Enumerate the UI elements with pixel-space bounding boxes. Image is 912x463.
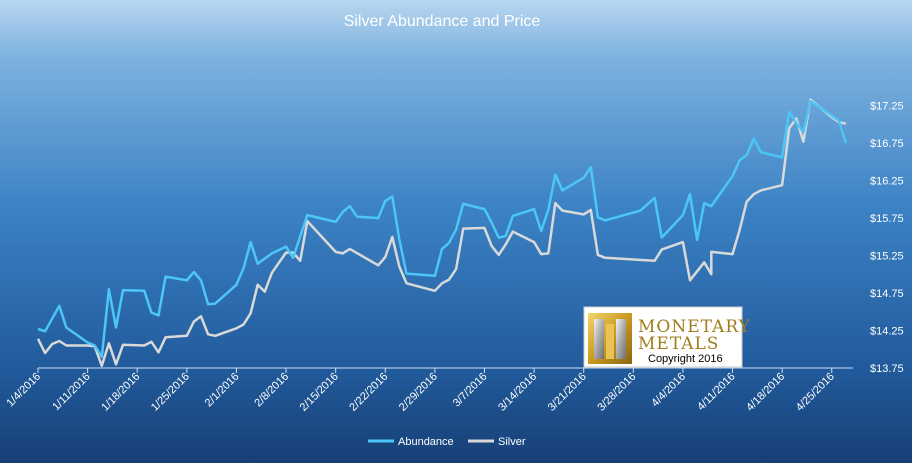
y-tick-label: $13.75 <box>870 363 904 375</box>
logo-emblem <box>588 313 632 364</box>
gold-pillar-icon <box>606 324 614 359</box>
series-layer <box>36 98 848 368</box>
y-axis: $13.75 $14.25 $14.75 $15.25 $15.75 $16.25 $16.… <box>870 101 904 375</box>
y-tick-label: $16.25 <box>870 176 904 188</box>
y-tick-label: $15.25 <box>870 251 904 263</box>
silver-pillar-icon <box>594 319 604 359</box>
series-line-abundance <box>37 99 848 359</box>
chart-title: Silver Abundance and Price <box>344 13 541 30</box>
legend: Abundance Silver <box>368 436 526 448</box>
series-line-silver <box>36 98 847 368</box>
logo-copyright: Copyright 2016 <box>648 353 723 365</box>
y-tick-label: $15.75 <box>870 213 904 225</box>
silver-pillar-icon-2 <box>616 319 626 359</box>
monetary-metals-logo: MONETARY METALS Copyright 2016 <box>583 306 751 368</box>
y-tick-label: $17.25 <box>870 101 904 113</box>
y-tick-label: $16.75 <box>870 138 904 150</box>
logo-text-metals: METALS <box>638 334 719 354</box>
y-tick-label: $14.75 <box>870 288 904 300</box>
logo-text-monetary: MONETARY <box>638 317 751 337</box>
legend-label-silver: Silver <box>498 436 526 448</box>
y-tick-label: $14.25 <box>870 326 904 338</box>
legend-label-abundance: Abundance <box>398 436 454 448</box>
